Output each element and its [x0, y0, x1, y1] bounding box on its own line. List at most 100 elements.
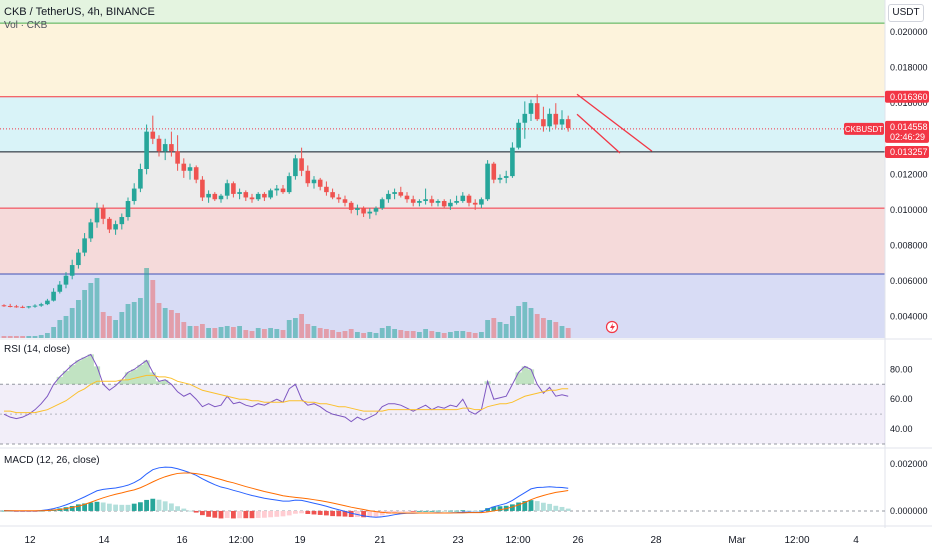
candle — [553, 113, 559, 125]
price-label: 0.013257 — [890, 147, 928, 157]
volume-bar — [466, 332, 472, 338]
volume-bar — [63, 316, 69, 338]
macd-histogram-bar — [472, 510, 478, 512]
candle — [541, 119, 546, 127]
candle — [69, 265, 75, 276]
volume-bar — [541, 318, 546, 338]
macd-histogram-bar — [249, 510, 255, 519]
volume-bar — [472, 333, 478, 338]
volume-bar — [231, 327, 236, 338]
volume-bar — [131, 302, 137, 338]
macd-histogram-bar — [107, 503, 112, 511]
time-tick-label: 12:00 — [228, 535, 253, 546]
time-tick-label: 21 — [374, 535, 386, 546]
candle — [423, 199, 428, 202]
candle — [249, 197, 255, 200]
macd-histogram-bar — [510, 504, 515, 511]
macd-tick-label: 0.000000 — [890, 506, 928, 516]
macd-histogram-bar — [522, 501, 528, 511]
volume-bar — [156, 303, 162, 338]
countdown-label: 02:46:29 — [890, 132, 925, 142]
candle — [342, 199, 348, 203]
macd-histogram-bar — [224, 510, 230, 518]
volume-bar — [534, 314, 540, 338]
currency-button[interactable]: USDT — [888, 4, 924, 22]
volume-bar — [187, 326, 193, 338]
candle — [119, 217, 125, 225]
candle — [82, 238, 87, 253]
macd-histogram-bar — [286, 510, 292, 516]
macd-histogram-bar — [262, 510, 267, 518]
candle — [317, 179, 323, 187]
time-tick-label: 28 — [650, 535, 662, 546]
trendline-1 — [576, 113, 621, 154]
volume-bar — [429, 331, 435, 338]
price-tick-label: 0.004000 — [890, 312, 928, 322]
candle — [206, 193, 211, 198]
volume-bar — [324, 329, 329, 338]
macd-histogram-bar — [231, 510, 236, 519]
volume-bar — [212, 328, 218, 338]
macd-histogram-bar — [255, 510, 261, 518]
candle — [14, 306, 19, 308]
macd-histogram-bar — [491, 506, 497, 511]
rsi-tick-label: 60.00 — [890, 394, 913, 404]
macd-histogram-bar — [398, 510, 404, 512]
candle — [274, 188, 280, 191]
macd-histogram-bar — [479, 510, 484, 512]
candle — [268, 190, 273, 198]
volume-bar — [138, 298, 143, 338]
macd-histogram-bar — [324, 510, 329, 516]
candle — [38, 304, 44, 306]
volume-bar — [361, 333, 366, 338]
macd-histogram-bar — [206, 510, 211, 517]
volume-bar — [45, 333, 50, 338]
volume-bar — [448, 332, 453, 338]
volume-bar — [57, 320, 63, 338]
volume-bar — [249, 331, 255, 338]
time-tick-label: 12:00 — [505, 535, 530, 546]
volume-bar — [26, 336, 32, 338]
candle — [485, 163, 490, 200]
time-tick-label: 23 — [452, 535, 464, 546]
candle — [113, 224, 118, 230]
macd-histogram-bar — [181, 508, 187, 511]
rsi-tick-label: 80.00 — [890, 364, 913, 374]
macd-histogram-bar — [243, 510, 249, 519]
macd-histogram-bar — [125, 504, 131, 511]
candle — [305, 170, 311, 184]
lightning-icon-glyph — [610, 323, 615, 332]
time-tick-label: 4 — [853, 535, 859, 546]
candle — [460, 195, 466, 202]
time-tick-label: 19 — [294, 535, 306, 546]
volume-bar — [553, 322, 559, 338]
volume-bar — [299, 314, 304, 338]
current-price-label: 0.014558 — [890, 122, 928, 132]
volume-bar — [348, 329, 354, 338]
volume-bar — [454, 331, 459, 338]
candle — [417, 201, 422, 203]
price-tick-label: 0.006000 — [890, 276, 928, 286]
macd-histogram-bar — [7, 510, 13, 512]
candle — [94, 208, 100, 223]
macd-histogram-bar — [454, 510, 459, 512]
volume-bar — [82, 290, 87, 338]
macd-histogram-bar — [150, 498, 156, 511]
macd-histogram-bar — [466, 510, 472, 512]
macd-histogram-bar — [534, 501, 540, 511]
candle — [125, 201, 131, 218]
macd-histogram-bar — [528, 500, 534, 511]
macd-histogram-bar — [138, 502, 143, 511]
macd-histogram-bar — [497, 506, 503, 511]
macd-histogram-bar — [212, 510, 218, 518]
rsi-tick-label: 40.00 — [890, 424, 913, 434]
volume-bar — [460, 331, 466, 338]
volume-bar — [243, 330, 249, 338]
candle — [262, 193, 267, 198]
macd-histogram-bar — [448, 510, 453, 512]
time-tick-label: Mar — [728, 535, 746, 546]
candle — [472, 202, 478, 205]
candle — [386, 193, 391, 200]
time-tick-label: 14 — [98, 535, 110, 546]
